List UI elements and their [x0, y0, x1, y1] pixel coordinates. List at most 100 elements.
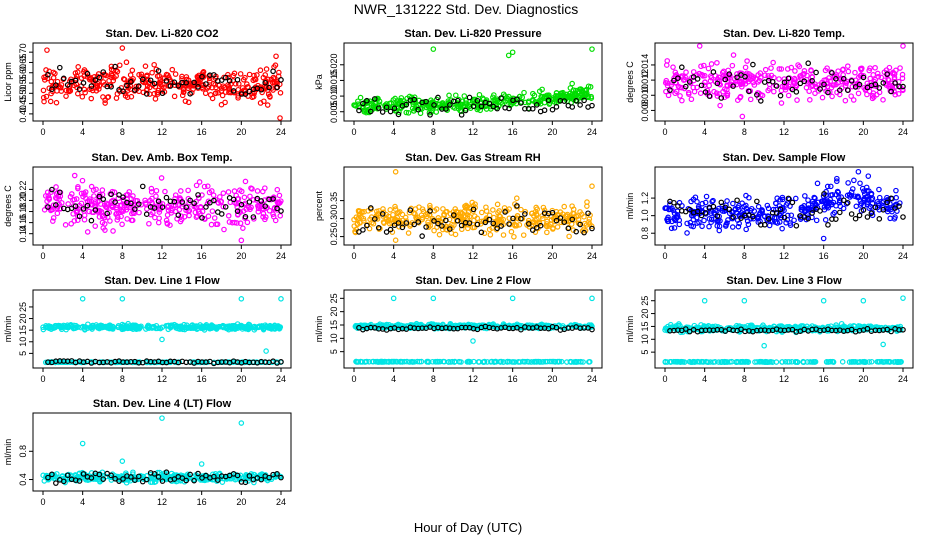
data-point [201, 183, 208, 190]
x-tick-label: 20 [858, 374, 868, 384]
data-point [146, 220, 152, 227]
reference-point [840, 197, 847, 204]
data-point [247, 193, 253, 200]
data-point [271, 79, 277, 85]
data-point [392, 203, 398, 210]
reference-point [817, 86, 823, 92]
reference-point [246, 473, 253, 479]
reference-point [888, 328, 894, 335]
data-point [847, 194, 853, 200]
data-point [845, 63, 851, 69]
reference-point [848, 326, 855, 333]
data-points [40, 296, 284, 367]
data-point [157, 325, 164, 332]
data-point [492, 358, 499, 365]
reference-point [136, 473, 142, 480]
reference-point [773, 83, 780, 89]
data-point [263, 66, 270, 72]
data-point [737, 359, 744, 365]
data-point [352, 229, 359, 236]
reference-point [569, 216, 576, 223]
data-point [148, 189, 155, 195]
data-point [261, 98, 267, 105]
data-point [260, 210, 267, 217]
data-point [50, 215, 57, 221]
data-point [41, 478, 48, 484]
outlier-point [238, 237, 245, 244]
data-point [146, 91, 153, 97]
reference-point [57, 189, 63, 196]
data-point [829, 358, 836, 365]
reference-point [120, 476, 126, 482]
x-tick-label: 16 [197, 497, 207, 507]
data-point [699, 200, 706, 207]
x-tick-label: 12 [468, 374, 478, 384]
reference-point [60, 478, 67, 485]
data-point [99, 187, 106, 193]
y-tick-label: 0.50 [18, 85, 28, 103]
reference-point [72, 77, 79, 84]
data-point [276, 69, 282, 76]
data-point [213, 90, 219, 96]
y-axis-title: ml/min [314, 316, 324, 343]
reference-point [573, 98, 580, 104]
reference-point [852, 84, 859, 90]
data-point [183, 76, 190, 83]
y-tick-label: 0.20 [18, 192, 28, 210]
outlier-point [392, 169, 399, 175]
data-point [787, 222, 794, 228]
data-point [796, 63, 803, 70]
data-point [266, 207, 273, 214]
reference-point [833, 76, 839, 82]
data-point [827, 358, 834, 365]
data-point [477, 221, 484, 227]
data-point [157, 81, 164, 88]
data-point [899, 71, 906, 78]
data-point [237, 71, 244, 77]
data-point [839, 359, 846, 365]
data-point [434, 218, 441, 224]
data-point [205, 213, 212, 220]
data-point [663, 205, 670, 212]
data-point [738, 210, 745, 216]
figure-title: NWR_131222 Std. Dev. Diagnostics [354, 1, 579, 17]
reference-point [821, 81, 827, 88]
data-point [515, 359, 522, 365]
data-point [179, 326, 186, 333]
data-point [58, 84, 64, 91]
reference-point [537, 222, 544, 229]
reference-point [183, 79, 190, 86]
outlier-point [44, 47, 50, 53]
data-point [357, 211, 363, 217]
data-point [251, 327, 258, 333]
data-point [254, 72, 260, 78]
data-point [163, 217, 170, 224]
data-point [713, 90, 720, 96]
data-point [149, 69, 155, 76]
outlier-point [741, 297, 748, 304]
data-point [691, 88, 698, 95]
data-point [236, 323, 243, 330]
data-point [115, 210, 122, 216]
data-point [699, 71, 705, 78]
reference-point [498, 95, 504, 101]
data-point [711, 88, 717, 95]
reference-point [53, 82, 59, 88]
data-point [714, 59, 720, 66]
data-point [776, 203, 783, 209]
data-point [378, 358, 385, 365]
x-tick-label: 16 [197, 374, 207, 384]
data-point [834, 188, 841, 195]
data-point [801, 68, 808, 74]
data-point [79, 469, 86, 476]
data-point [154, 73, 161, 79]
data-point [690, 69, 697, 75]
data-point [435, 215, 442, 221]
data-point [110, 326, 116, 332]
data-point [392, 216, 398, 223]
data-point [197, 475, 203, 482]
data-point [674, 211, 681, 218]
data-point [128, 93, 135, 100]
data-point [218, 101, 225, 108]
data-point [849, 83, 856, 90]
